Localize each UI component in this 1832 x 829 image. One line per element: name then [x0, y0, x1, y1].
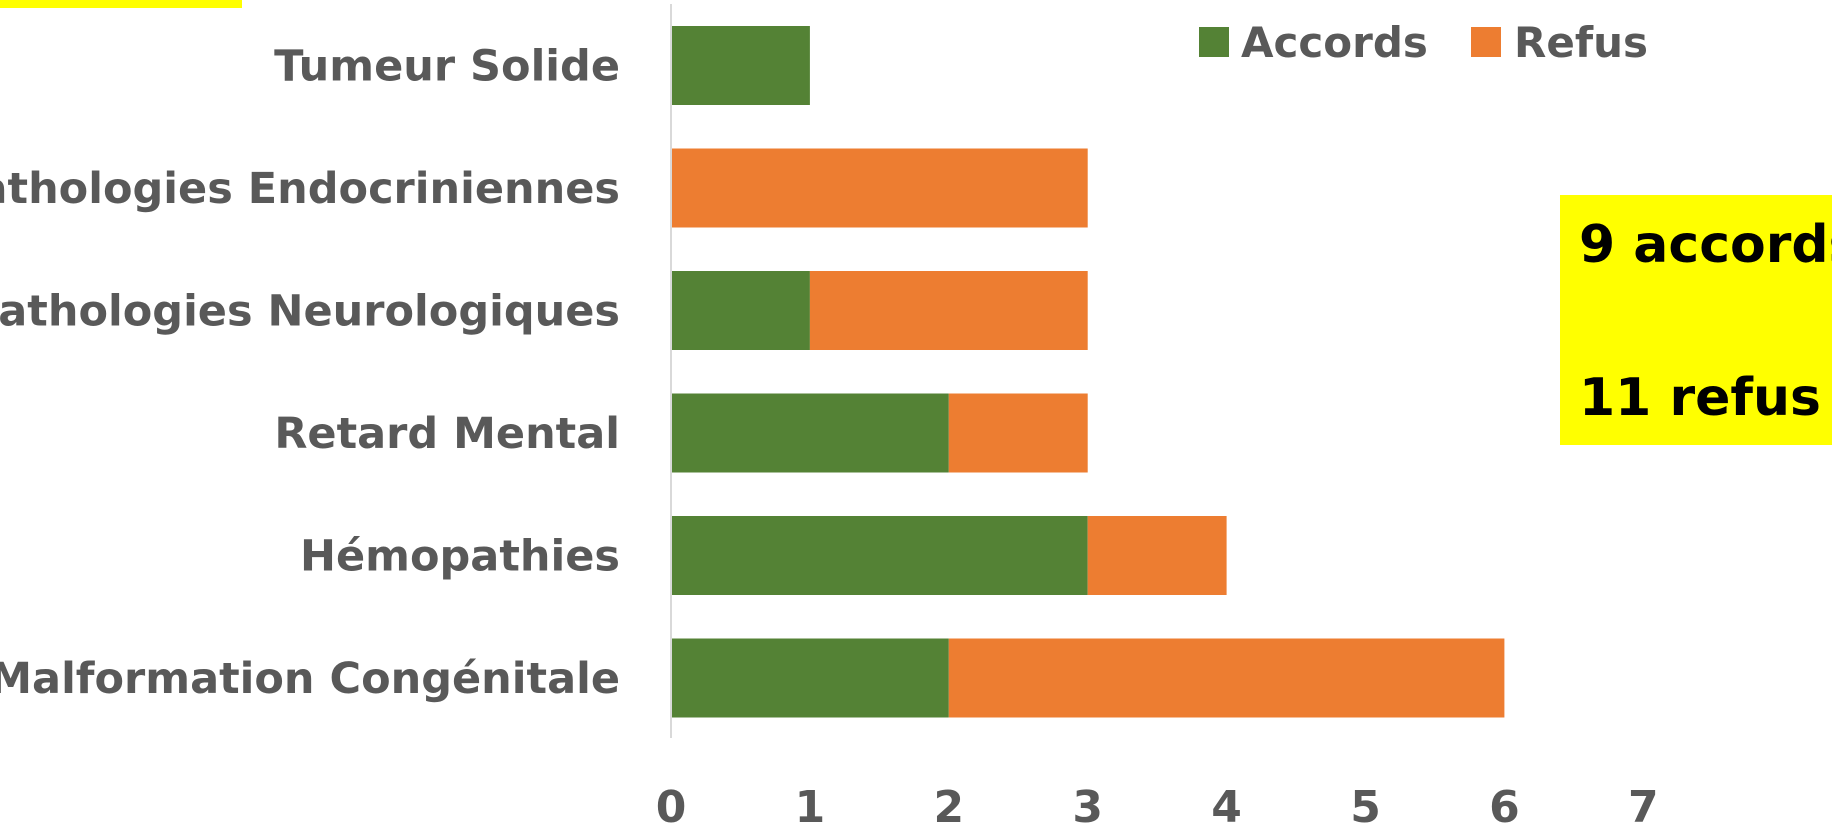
- bars: [671, 26, 1505, 718]
- x-tick-label-1: 1: [795, 782, 826, 829]
- top-left-highlight: [0, 0, 242, 8]
- category-labels: Tumeur Solide Pathologies Endocriniennes P…: [0, 42, 620, 705]
- legend: Accords Refus: [1199, 18, 1648, 67]
- bar-accords-tumeur-solide: [671, 26, 810, 105]
- category-label-hemopathies: Hémopathies: [300, 532, 620, 582]
- callout-line-refus: 11 refus: [1579, 368, 1821, 428]
- bar-accords-malformation-congenitale: [671, 638, 949, 718]
- x-tick-label-5: 5: [1350, 782, 1381, 829]
- x-tick-label-2: 2: [933, 782, 964, 829]
- x-tick-label-3: 3: [1072, 782, 1103, 829]
- category-label-retard-mental: Retard Mental: [274, 409, 620, 459]
- callout-background: [1560, 195, 1832, 445]
- category-label-pathologies-endocriniennes: Pathologies Endocriniennes: [0, 164, 620, 214]
- x-tick-label-7: 7: [1628, 782, 1659, 829]
- legend-swatch-refus: [1471, 27, 1501, 57]
- x-tick-label-6: 6: [1489, 782, 1520, 829]
- bar-refus-hemopathies: [1087, 516, 1227, 595]
- callout-line-accords: 9 accords: [1579, 215, 1832, 275]
- legend-label-accords: Accords: [1241, 18, 1428, 67]
- category-label-tumeur-solide: Tumeur Solide: [274, 42, 620, 92]
- bar-accords-pathologies-neurologiques: [671, 271, 810, 350]
- callout-box: 9 accords 11 refus: [1560, 195, 1832, 445]
- bar-refus-pathologies-neurologiques: [809, 271, 1088, 350]
- x-tick-labels: 0 1 2 3 4 5 6 7: [656, 782, 1659, 829]
- category-label-malformation-congenitale: Malformation Congénitale: [0, 654, 620, 704]
- bar-refus-malformation-congenitale: [948, 638, 1505, 718]
- legend-label-refus: Refus: [1514, 18, 1648, 67]
- category-label-pathologies-neurologiques: Pathologies Neurologiques: [0, 287, 620, 337]
- x-tick-label-0: 0: [656, 782, 687, 829]
- bar-refus-retard-mental: [948, 393, 1088, 473]
- x-tick-label-4: 4: [1211, 782, 1242, 829]
- legend-swatch-accords: [1199, 27, 1229, 57]
- bar-accords-hemopathies: [671, 516, 1088, 595]
- bar-refus-pathologies-endocriniennes: [671, 148, 1088, 228]
- bar-accords-retard-mental: [671, 393, 949, 473]
